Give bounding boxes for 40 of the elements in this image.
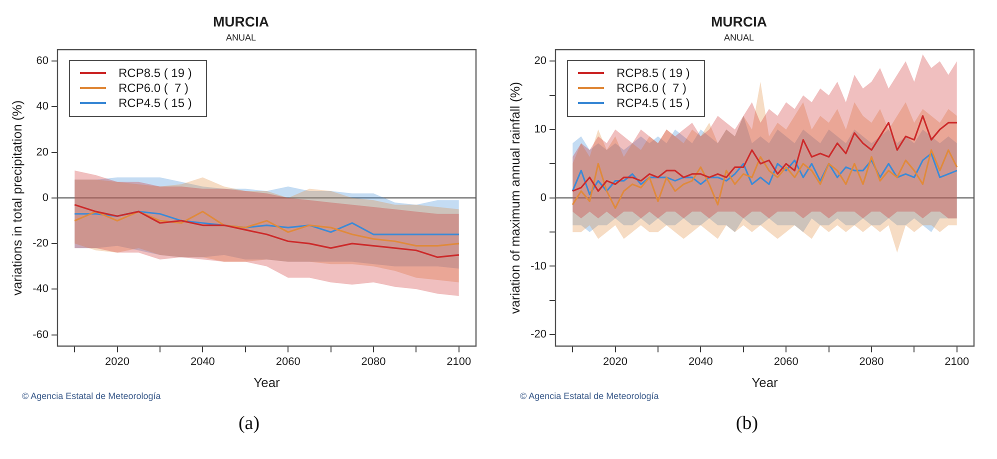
chart-title: MURCIA: [711, 13, 767, 30]
x-tick-label: 2100: [446, 356, 472, 368]
y-tick-label: -20: [530, 328, 546, 341]
x-tick-label: 2080: [859, 356, 884, 368]
y-tick-label: 20: [36, 146, 48, 158]
text: © Agencia Estatal de Meteorología: [22, 391, 161, 401]
y-tick-label: -60: [32, 328, 48, 341]
chart-subtitle: ANUAL: [724, 32, 754, 43]
legend-label: RCP8.5 ( 19 ): [118, 66, 192, 80]
chart-title: MURCIA: [213, 13, 269, 30]
y-tick-label: -40: [32, 283, 48, 296]
y-tick-label: 10: [534, 124, 546, 136]
x-tick-label: 2060: [276, 356, 300, 368]
legend-label: RCP4.5 ( 15 ): [118, 96, 192, 110]
x-tick-label: 2020: [603, 356, 628, 368]
x-tick-label: 2040: [688, 356, 713, 368]
y-tick-label: 40: [36, 100, 48, 113]
y-axis-title: variation of maximum annual rainfall (%): [507, 82, 522, 314]
y-tick-label: 0: [42, 192, 48, 204]
x-tick-label: 2040: [190, 356, 215, 368]
legend-label: RCP8.5 ( 19 ): [616, 66, 690, 80]
y-tick-label: -10: [530, 260, 546, 272]
x-tick-label: 2100: [944, 356, 970, 368]
x-tick-label: 2020: [105, 356, 130, 368]
legend-label: RCP6.0 ( 7 ): [616, 81, 687, 96]
y-axis-title: variations in total precipitation (%): [9, 100, 24, 296]
y-tick-label: 0: [540, 192, 546, 204]
x-tick-label: 2080: [361, 356, 386, 368]
legend-label: RCP6.0 ( 7 ): [118, 81, 189, 96]
y-tick-label: -20: [32, 238, 48, 250]
chart-subtitle: ANUAL: [226, 32, 256, 43]
x-axis-title: Year: [254, 374, 281, 390]
y-tick-label: 60: [36, 55, 48, 68]
legend-label: RCP4.5 ( 15 ): [616, 96, 690, 110]
x-axis-title: Year: [752, 374, 779, 390]
text: © Agencia Estatal de Meteorología: [520, 391, 659, 401]
text: (b): [734, 413, 760, 435]
x-tick-label: 2060: [774, 356, 798, 368]
text: (a): [237, 413, 261, 435]
y-tick-label: 20: [534, 55, 546, 68]
